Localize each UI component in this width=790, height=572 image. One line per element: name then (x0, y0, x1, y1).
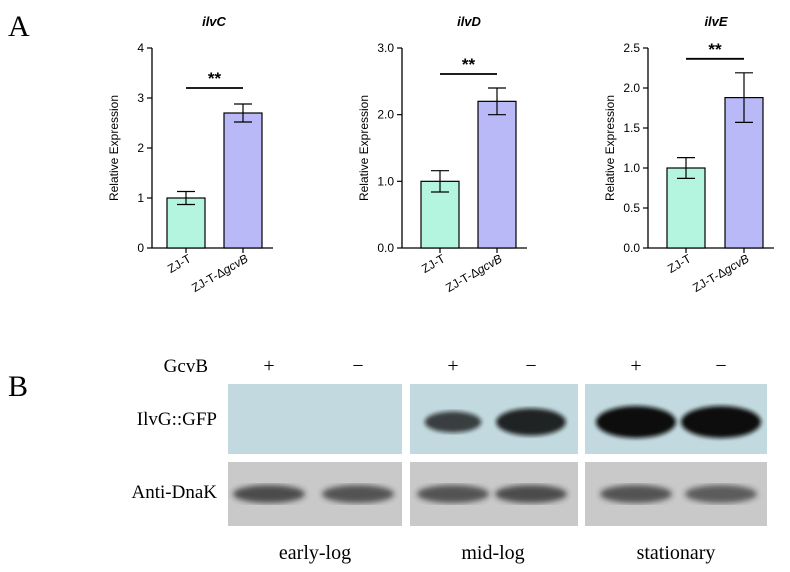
y-tick-label: 1.0 (623, 161, 640, 175)
western-blot: GcvB + − + − + − IlvG::GFP Anti-DnaK early-lo… (132, 355, 767, 564)
chart-ilvC: ilvC Relative Expression 0 1 2 3 4 ZJ-TZJ-T-Δgc… (107, 14, 273, 295)
phase-label: early-log (279, 542, 351, 564)
y-tick-label: 0.0 (377, 241, 394, 255)
y-tick-label: 0.0 (623, 241, 640, 255)
y-tick-label: 0 (137, 241, 144, 255)
gcvb-label: GcvB (164, 356, 208, 377)
x-tick-label: ZJ-T-ΔgcvB (443, 251, 504, 294)
dnak-band (322, 485, 394, 503)
dnak-band (417, 485, 489, 503)
x-tick-label: ZJ-T (165, 251, 194, 276)
y-tick-label: 2 (137, 141, 144, 155)
chart-title: ilvD (457, 14, 481, 29)
dnak-band (233, 485, 305, 503)
y-tick-label: 2.0 (623, 81, 640, 95)
y-tick-label: 3 (137, 91, 144, 105)
y-tick-label: 2.5 (623, 41, 640, 55)
bar-control (666, 167, 706, 249)
x-tick-label: ZJ-T-ΔgcvB (690, 251, 751, 294)
gcvb-signs: + − + − + − (263, 355, 726, 377)
y-tick-label: 1.5 (623, 121, 640, 135)
chart-title: ilvC (202, 14, 226, 29)
gcvb-sign: − (525, 355, 536, 377)
y-tick-label: 4 (137, 41, 144, 55)
gcvb-sign: − (715, 355, 726, 377)
gcvb-sign: + (630, 355, 641, 377)
gfp-band (424, 411, 482, 433)
chart-ilvE: ilvE Relative Expression 0.0 0.5 1.0 1.5 2.0 2.… (603, 14, 774, 295)
significance-marker: ** (208, 69, 222, 88)
gfp-band (596, 406, 676, 438)
bar-mutant (477, 100, 517, 249)
growth-phase-labels: early-log mid-log stationary (279, 542, 716, 564)
x-tick-label: ZJ-T-ΔgcvB (189, 251, 250, 294)
dnak-band (495, 485, 567, 503)
bar-mutant (223, 112, 263, 249)
panel-label-a: A (8, 10, 30, 43)
gcvb-sign: − (352, 355, 363, 377)
gfp-strip (228, 384, 402, 454)
phase-label: mid-log (461, 542, 524, 564)
gcvb-sign: + (263, 355, 274, 377)
y-axis-label: Relative Expression (107, 95, 121, 201)
chart-ilvD: ilvD Relative Expression 0.0 1.0 2.0 3.0 ZJ-TZ… (357, 14, 527, 295)
significance-marker: ** (708, 40, 722, 59)
phase-label: stationary (637, 542, 716, 564)
dnak-band (600, 485, 672, 503)
chart-title: ilvE (704, 14, 727, 29)
y-tick-label: 1 (137, 191, 144, 205)
y-tick-label: 3.0 (377, 41, 394, 55)
y-tick-label: 0.5 (623, 201, 640, 215)
row-label-gfp: IlvG::GFP (137, 409, 217, 430)
panel-label-b: B (8, 370, 28, 403)
gfp-band (681, 406, 761, 438)
significance-marker: ** (462, 55, 476, 74)
y-tick-label: 1.0 (377, 174, 394, 188)
y-axis-label: Relative Expression (603, 95, 617, 201)
y-axis-label: Relative Expression (357, 95, 371, 201)
dnak-band (685, 485, 757, 503)
gfp-band (496, 408, 566, 436)
blot-strips (228, 384, 767, 526)
gcvb-sign: + (447, 355, 458, 377)
x-tick-label: ZJ-T (419, 251, 448, 276)
y-tick-label: 2.0 (377, 108, 394, 122)
bar-control (166, 197, 206, 249)
x-tick-label: ZJ-T (665, 251, 694, 276)
row-label-dnak: Anti-DnaK (132, 482, 218, 503)
